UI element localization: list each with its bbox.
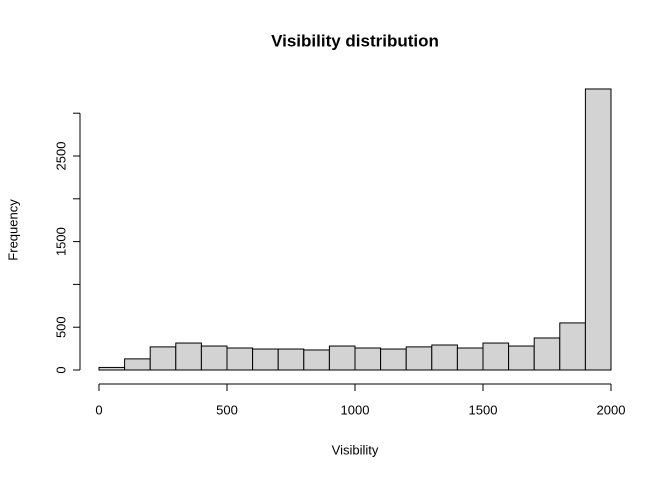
bar xyxy=(431,344,458,371)
bar xyxy=(252,348,279,371)
y-tick-label: 2500 xyxy=(53,142,68,171)
bar xyxy=(533,337,561,371)
chart-title: Visibility distribution xyxy=(271,31,439,50)
bar xyxy=(559,322,586,371)
y-tick-label: 0 xyxy=(53,366,68,373)
x-axis-label: Visibility xyxy=(332,442,379,457)
bar xyxy=(226,347,254,371)
bar xyxy=(277,348,305,371)
bar xyxy=(149,346,177,371)
bar xyxy=(175,342,202,371)
x-tick-label: 0 xyxy=(95,402,102,417)
x-tick-label: 1000 xyxy=(341,402,370,417)
x-tick-label: 2000 xyxy=(597,402,626,417)
bar xyxy=(98,366,126,371)
x-tick-label: 500 xyxy=(216,402,238,417)
bar xyxy=(482,342,510,371)
y-tick-label: 500 xyxy=(53,316,68,338)
bar xyxy=(456,347,484,371)
y-tick-label: 1500 xyxy=(53,227,68,256)
bar xyxy=(124,358,151,371)
bar xyxy=(380,348,407,371)
x-tick-label: 1500 xyxy=(469,402,498,417)
y-axis-label: Frequency xyxy=(5,199,20,261)
bar xyxy=(328,345,356,371)
bar xyxy=(200,345,228,371)
bar xyxy=(303,349,330,371)
bar xyxy=(354,347,382,371)
bar xyxy=(584,88,612,371)
bar xyxy=(508,345,535,371)
bar xyxy=(405,346,433,371)
